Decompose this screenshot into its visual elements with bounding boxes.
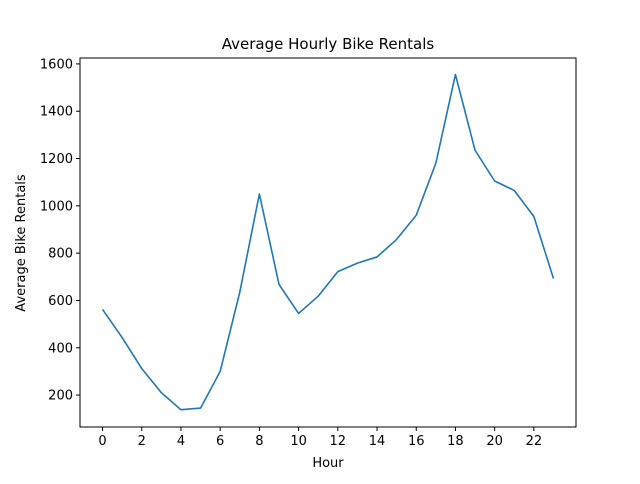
x-tick-label: 2 [138, 434, 146, 449]
x-tick-label: 12 [330, 434, 347, 449]
x-tick-label: 0 [98, 434, 106, 449]
y-tick-label: 1000 [40, 199, 73, 214]
x-tick-label: 16 [408, 434, 425, 449]
axes-frame [79, 57, 577, 428]
x-axis-label: Hour [312, 456, 344, 471]
y-tick-label: 400 [48, 341, 73, 356]
x-tick-label: 18 [447, 434, 464, 449]
y-tick-label: 1600 [40, 57, 73, 72]
y-axis: 200 400 600 800 1000 1200 1400 1600 [40, 57, 80, 404]
y-tick-label: 200 [48, 389, 73, 404]
y-tick-label: 600 [48, 294, 73, 309]
x-tick-label: 10 [290, 434, 307, 449]
y-axis-label: Average Bike Rentals [14, 174, 29, 312]
x-tick-label: 4 [177, 434, 185, 449]
chart-title: Average Hourly Bike Rentals [222, 35, 435, 53]
x-tick-label: 20 [486, 434, 503, 449]
x-tick-label: 22 [526, 434, 543, 449]
y-tick-label: 800 [48, 247, 73, 262]
x-tick-label: 6 [216, 434, 224, 449]
x-tick-label: 8 [255, 434, 263, 449]
y-tick-label: 1200 [40, 152, 73, 167]
series-line [101, 73, 555, 411]
y-tick-label: 1400 [40, 105, 73, 120]
x-tick-label: 14 [369, 434, 386, 449]
x-axis: 0 2 4 6 8 10 12 14 16 18 20 22 [98, 427, 542, 449]
plot-area [101, 73, 555, 411]
